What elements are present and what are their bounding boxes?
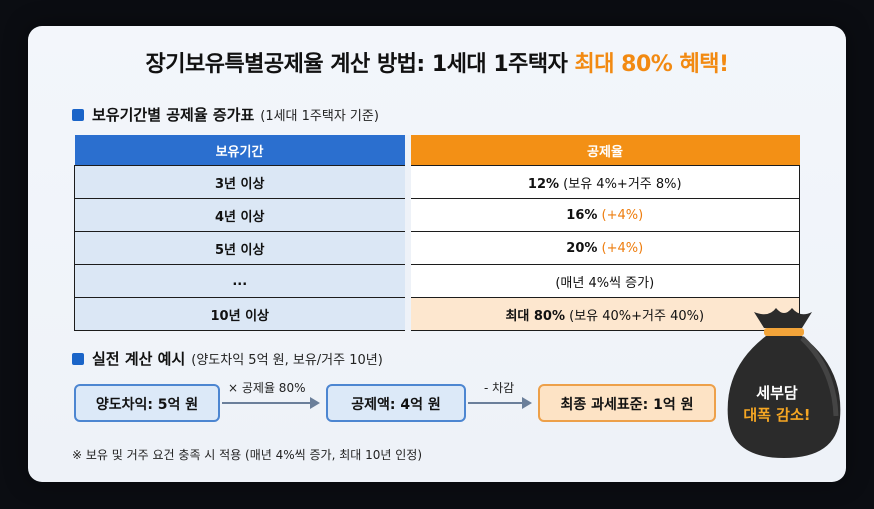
- rate-cell: (매년 4%씩 증가): [407, 264, 800, 298]
- example-section-heading: 실전 계산 예시 (양도차익 5억 원, 보유/거주 10년): [72, 348, 383, 369]
- rate-value: 20%: [566, 240, 598, 256]
- tax-relief-badge: 세부담 대폭 감소!: [714, 382, 840, 426]
- table-row: ... (매년 4%씩 증가): [74, 264, 800, 298]
- table-subheading: (1세대 1주택자 기준): [260, 109, 379, 124]
- period-cell: ...: [74, 264, 411, 298]
- square-bullet-icon: [72, 352, 84, 365]
- rate-value: 12%: [527, 176, 560, 192]
- rate-detail: (보유 40%+거주 40%): [565, 308, 705, 324]
- rate-increase: (+4%): [601, 240, 644, 256]
- table-row: 3년 이상 12% (보유 4%+거주 8%): [74, 165, 800, 199]
- step-deduction: 공제액: 4억 원: [326, 384, 466, 422]
- table-row: 4년 이상 16% (+4%): [74, 198, 800, 232]
- rate-detail: (보유 4%+거주 8%): [559, 176, 682, 192]
- table-row: 10년 이상 최대 80% (보유 40%+거주 40%): [74, 297, 800, 331]
- arrow-right-icon: [222, 397, 320, 409]
- page-title: 장기보유특별공제율 계산 방법: 1세대 1주택자 최대 80% 혜택!: [28, 46, 846, 78]
- period-cell: 4년 이상: [74, 198, 411, 232]
- rate-detail: (매년 4%씩 증가): [555, 275, 655, 291]
- table-row: 5년 이상 20% (+4%): [74, 231, 800, 265]
- title-main: 장기보유특별공제율 계산 방법: 1세대 1주택자: [145, 52, 568, 77]
- arrow1-label: × 공제율 80%: [228, 381, 306, 395]
- table-header-row: 보유기간 공제율: [74, 135, 800, 166]
- arrow-right-icon: [468, 397, 532, 409]
- arrow2-label: - 차감: [484, 381, 515, 395]
- rate-table: 보유기간 공제율 3년 이상 12% (보유 4%+거주 8%) 4년 이상 1…: [74, 135, 800, 331]
- square-bullet-icon: [72, 108, 84, 121]
- example-subheading: (양도차익 5억 원, 보유/거주 10년): [191, 353, 383, 368]
- period-cell: 5년 이상: [74, 231, 411, 265]
- step-capital-gain: 양도차익: 5억 원: [74, 384, 220, 422]
- rate-cell: 20% (+4%): [407, 231, 800, 265]
- table-heading: 보유기간별 공제율 증가표: [92, 106, 255, 124]
- example-heading: 실전 계산 예시: [92, 350, 186, 368]
- rate-value: 16%: [566, 207, 598, 223]
- footnote: ※ 보유 및 거주 요건 충족 시 적용 (매년 4%씩 증가, 최대 10년 …: [72, 448, 423, 462]
- header-period: 보유기간: [74, 135, 411, 166]
- rate-cell: 최대 80% (보유 40%+거주 40%): [407, 297, 800, 331]
- period-cell: 3년 이상: [74, 165, 411, 199]
- rate-increase: (+4%): [601, 207, 644, 223]
- rate-cell: 12% (보유 4%+거주 8%): [407, 165, 800, 199]
- table-section-heading: 보유기간별 공제율 증가표 (1세대 1주택자 기준): [72, 104, 379, 125]
- header-rate: 공제율: [407, 135, 800, 166]
- rate-value: 최대 80%: [505, 308, 565, 324]
- title-highlight: 최대 80% 혜택!: [574, 52, 729, 77]
- infographic-card: 장기보유특별공제율 계산 방법: 1세대 1주택자 최대 80% 혜택! 보유기…: [28, 26, 846, 482]
- badge-line2: 대폭 감소!: [743, 406, 811, 424]
- step-tax-base: 최종 과세표준: 1억 원: [538, 384, 716, 422]
- badge-line1: 세부담: [756, 384, 798, 402]
- period-cell: 10년 이상: [74, 297, 411, 331]
- money-bag-icon: [727, 308, 841, 458]
- rate-cell: 16% (+4%): [407, 198, 800, 232]
